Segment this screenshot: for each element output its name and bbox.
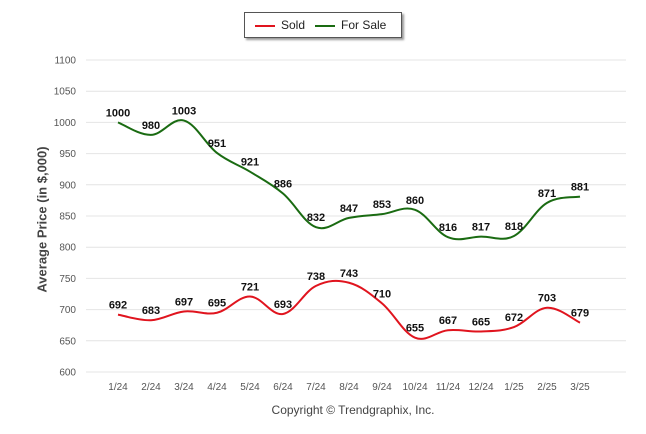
y-tick-label: 600 (59, 368, 76, 379)
data-label: 860 (406, 195, 424, 207)
data-label: 1003 (172, 106, 196, 118)
data-label: 672 (505, 312, 523, 324)
copyright-footer: Copyright © Trendgraphix, Inc. (271, 403, 435, 417)
y-tick-label: 1000 (54, 118, 77, 129)
y-tick-label: 800 (59, 243, 76, 254)
data-label: 697 (175, 296, 193, 308)
data-label: 886 (274, 179, 292, 191)
data-label: 832 (307, 212, 325, 224)
data-label: 667 (439, 315, 457, 327)
series-lines (117, 119, 581, 340)
y-axis-label: Average Price (in $,000) (34, 146, 50, 293)
y-tick-label: 1100 (54, 56, 76, 67)
y-tick-label: 650 (59, 336, 76, 347)
data-label: 818 (505, 221, 523, 233)
data-label: 743 (340, 268, 358, 280)
x-tick-label: 7/24 (306, 382, 326, 393)
data-label: 710 (373, 288, 391, 300)
y-axis-ticks: 600 650 700 750 800 850 900 950 1000 1050 1100 (54, 56, 77, 379)
legend-swatch-sold (255, 25, 275, 27)
data-label: 703 (538, 293, 556, 305)
legend-label-sold: Sold (281, 18, 306, 32)
data-label: 817 (472, 222, 490, 234)
x-tick-label: 3/25 (570, 382, 590, 393)
x-tick-label: 10/24 (402, 382, 427, 393)
data-label: 721 (241, 281, 259, 293)
series-line-sold (117, 279, 581, 340)
data-label: 980 (142, 120, 160, 132)
legend-swatch-for-sale (315, 25, 335, 27)
y-tick-label: 950 (59, 149, 76, 160)
y-tick-label: 900 (59, 180, 76, 191)
y-tick-label: 850 (59, 212, 76, 223)
x-tick-label: 12/24 (468, 382, 493, 393)
legend: Sold For Sale (244, 12, 402, 38)
x-tick-label: 6/24 (273, 382, 293, 393)
data-label: 695 (208, 298, 226, 310)
data-label: 951 (208, 138, 226, 150)
x-tick-label: 3/24 (174, 382, 194, 393)
data-label: 665 (472, 316, 490, 328)
y-tick-label: 700 (59, 305, 76, 316)
data-label: 683 (142, 305, 160, 317)
data-label: 692 (109, 300, 127, 312)
x-tick-label: 11/24 (436, 382, 461, 393)
data-label: 881 (571, 182, 589, 194)
x-tick-label: 1/24 (108, 382, 128, 393)
y-tick-label: 750 (59, 274, 76, 285)
data-label: 853 (373, 199, 391, 211)
x-tick-label: 2/25 (537, 382, 557, 393)
x-tick-label: 8/24 (339, 382, 359, 393)
data-label: 1000 (106, 107, 130, 119)
data-label: 655 (406, 323, 424, 335)
data-label: 921 (241, 157, 259, 169)
x-tick-label: 5/24 (240, 382, 260, 393)
x-axis-ticks: 1/24 2/24 3/24 4/24 5/24 6/24 7/24 8/24 9/24 10/2… (108, 382, 590, 393)
x-tick-label: 4/24 (207, 382, 227, 393)
x-tick-label: 1/25 (504, 382, 524, 393)
legend-label-for-sale: For Sale (341, 18, 387, 32)
series-line-for-sale (117, 119, 581, 241)
x-tick-label: 2/24 (141, 382, 161, 393)
data-labels: 692 683 697 695 721 693 738 743 710 655 667 665 672 7… (106, 106, 589, 335)
data-label: 871 (538, 188, 556, 200)
data-label: 847 (340, 203, 358, 215)
x-tick-label: 9/24 (372, 382, 392, 393)
data-label: 693 (274, 299, 292, 311)
data-label: 816 (439, 222, 457, 234)
data-label: 738 (307, 271, 325, 283)
data-label: 679 (571, 308, 589, 320)
y-tick-label: 1050 (54, 87, 77, 98)
